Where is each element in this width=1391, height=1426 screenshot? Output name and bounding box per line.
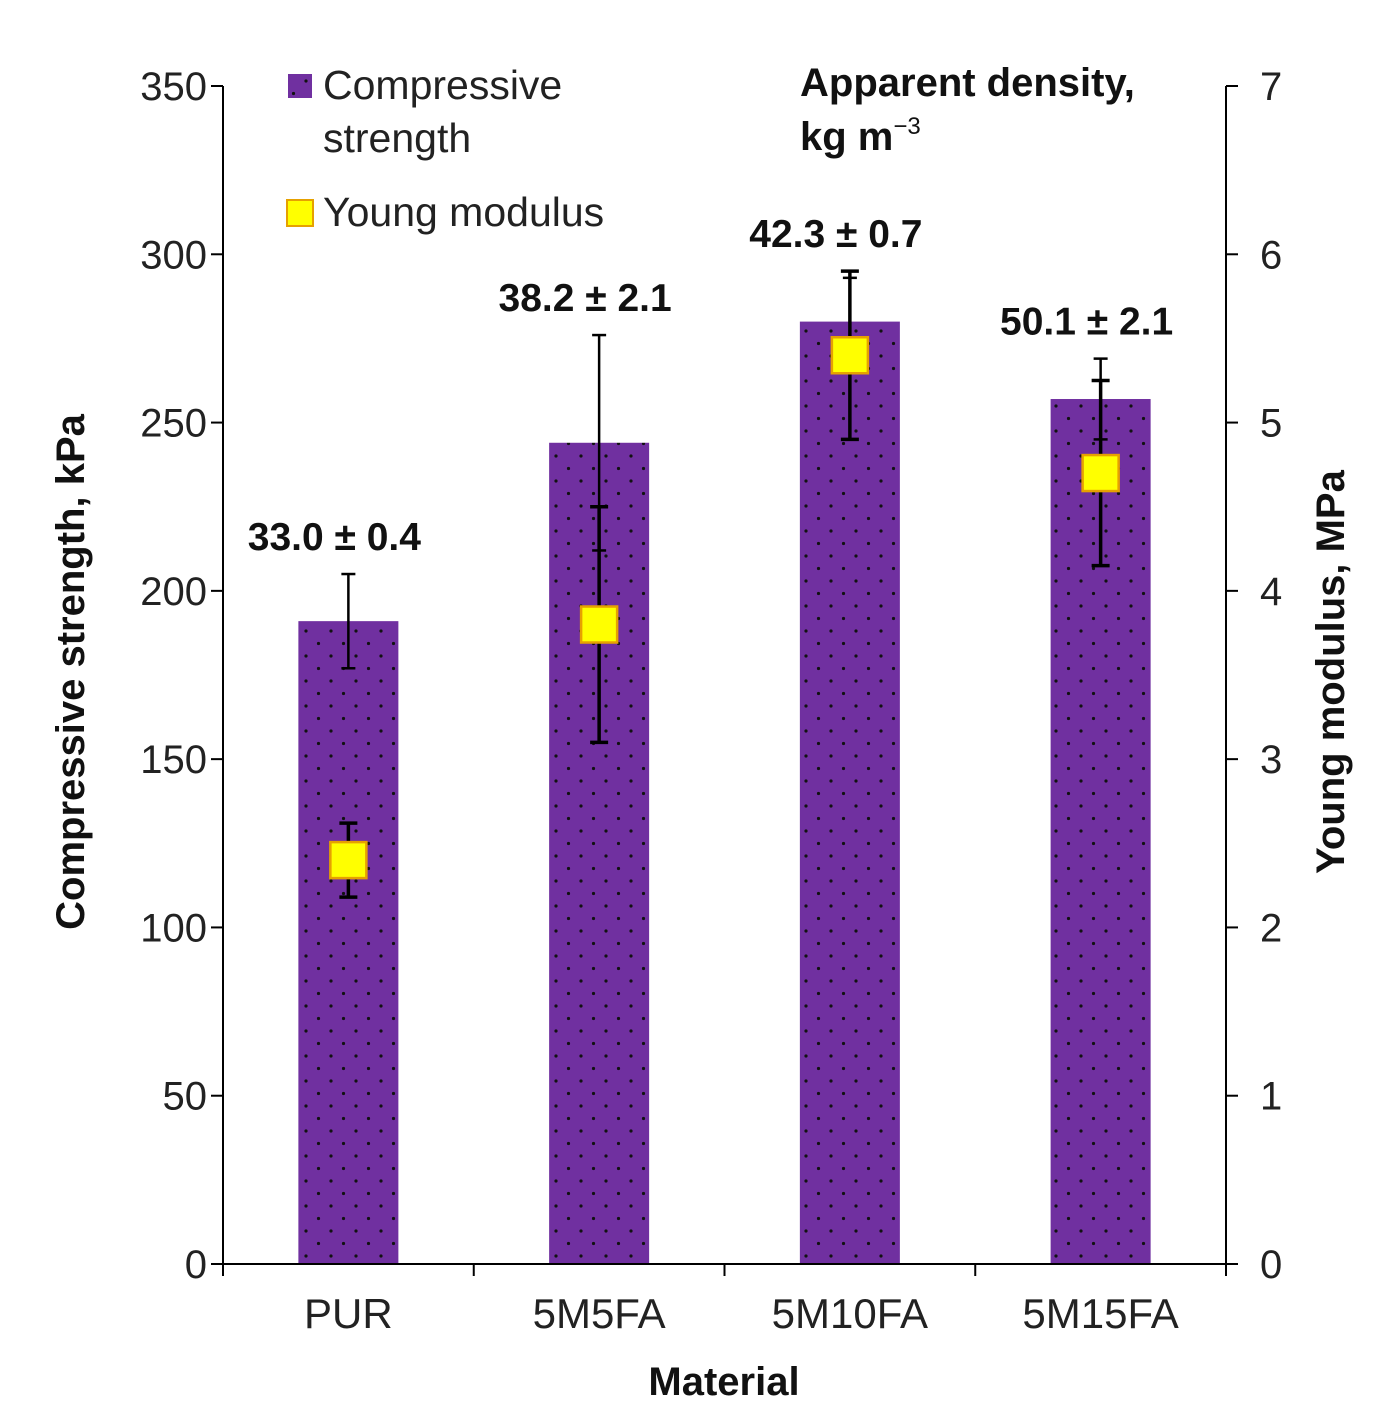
point-5M15FA [1081,453,1120,493]
legend-label-compressive-line2: strength [323,115,471,161]
x-tick-label-PUR: PUR [304,1290,393,1337]
y-tick-label-0: 0 [185,1243,207,1287]
y2-tick-label-2: 2 [1260,906,1282,950]
density-unit: kg m [800,115,893,159]
markers-layer [329,336,1120,880]
point-5M5FA [579,605,619,644]
y2-tick-label-7: 7 [1260,65,1282,109]
legend-swatch-compressive-strength [288,74,312,98]
x-axis-title: Material [648,1360,799,1404]
x-tick-label-5M5FA: 5M5FA [533,1290,666,1337]
legend-swatch-young-modulus [286,199,314,227]
density-annotation-5M5FA: 38.2 ± 2.1 [499,277,672,320]
y2-tick-label-5: 5 [1260,402,1282,446]
y2-tick-label-3: 3 [1260,738,1282,782]
density-annotation-5M10FA: 42.3 ± 0.7 [749,213,922,256]
y2-tick-label-6: 6 [1260,233,1282,277]
x-tick-label-5M15FA: 5M15FA [1022,1290,1178,1337]
bar-5M10FA [799,321,900,1265]
density-title-line1: Apparent density, [800,61,1135,105]
y-tick-label-250: 250 [140,402,207,446]
y-tick-label-100: 100 [140,906,207,950]
y2-tick-label-4: 4 [1260,570,1282,614]
y-tick-label-200: 200 [140,570,207,614]
bar-PUR [298,621,399,1264]
bars-layer [298,321,1151,1265]
legend: Compressive strength Young modulus [286,62,604,235]
density-annotation-PUR: 33.0 ± 0.4 [248,516,422,559]
y-tick-label-150: 150 [140,738,207,782]
point-PUR [329,840,368,880]
density-annotation-5M15FA: 50.1 ± 2.1 [1000,301,1173,344]
error-bars-layer [339,269,1110,899]
density-notes-layer: 33.0 ± 0.4 38.2 ± 2.1 42.3 ± 0.7 50.1 ± 2.1 [248,213,1173,559]
y-tick-label-350: 350 [140,65,207,109]
category-labels-layer: PUR 5M5FA 5M10FA 5M15FA [304,1290,1179,1337]
x-tick-label-5M10FA: 5M10FA [772,1290,928,1337]
density-title-line2: kg m−3 [800,113,921,159]
y2-tick-label-0: 0 [1260,1243,1282,1287]
y2-axis-title: Young modulus, MPa [1309,469,1353,873]
y-tick-label-50: 50 [163,1075,208,1119]
y-axis-title: Compressive strength, kPa [49,413,93,929]
density-unit-exponent: −3 [893,113,920,140]
legend-label-young-modulus: Young modulus [323,189,604,235]
y2-tick-label-1: 1 [1260,1075,1282,1119]
legend-label-compressive-line1: Compressive [323,62,562,108]
ticks-layer: 0 50 100 150 200 250 300 350 0 1 2 3 4 5 6 7 [140,65,1282,1287]
point-5M10FA [830,336,870,375]
y-tick-label-300: 300 [140,233,207,277]
